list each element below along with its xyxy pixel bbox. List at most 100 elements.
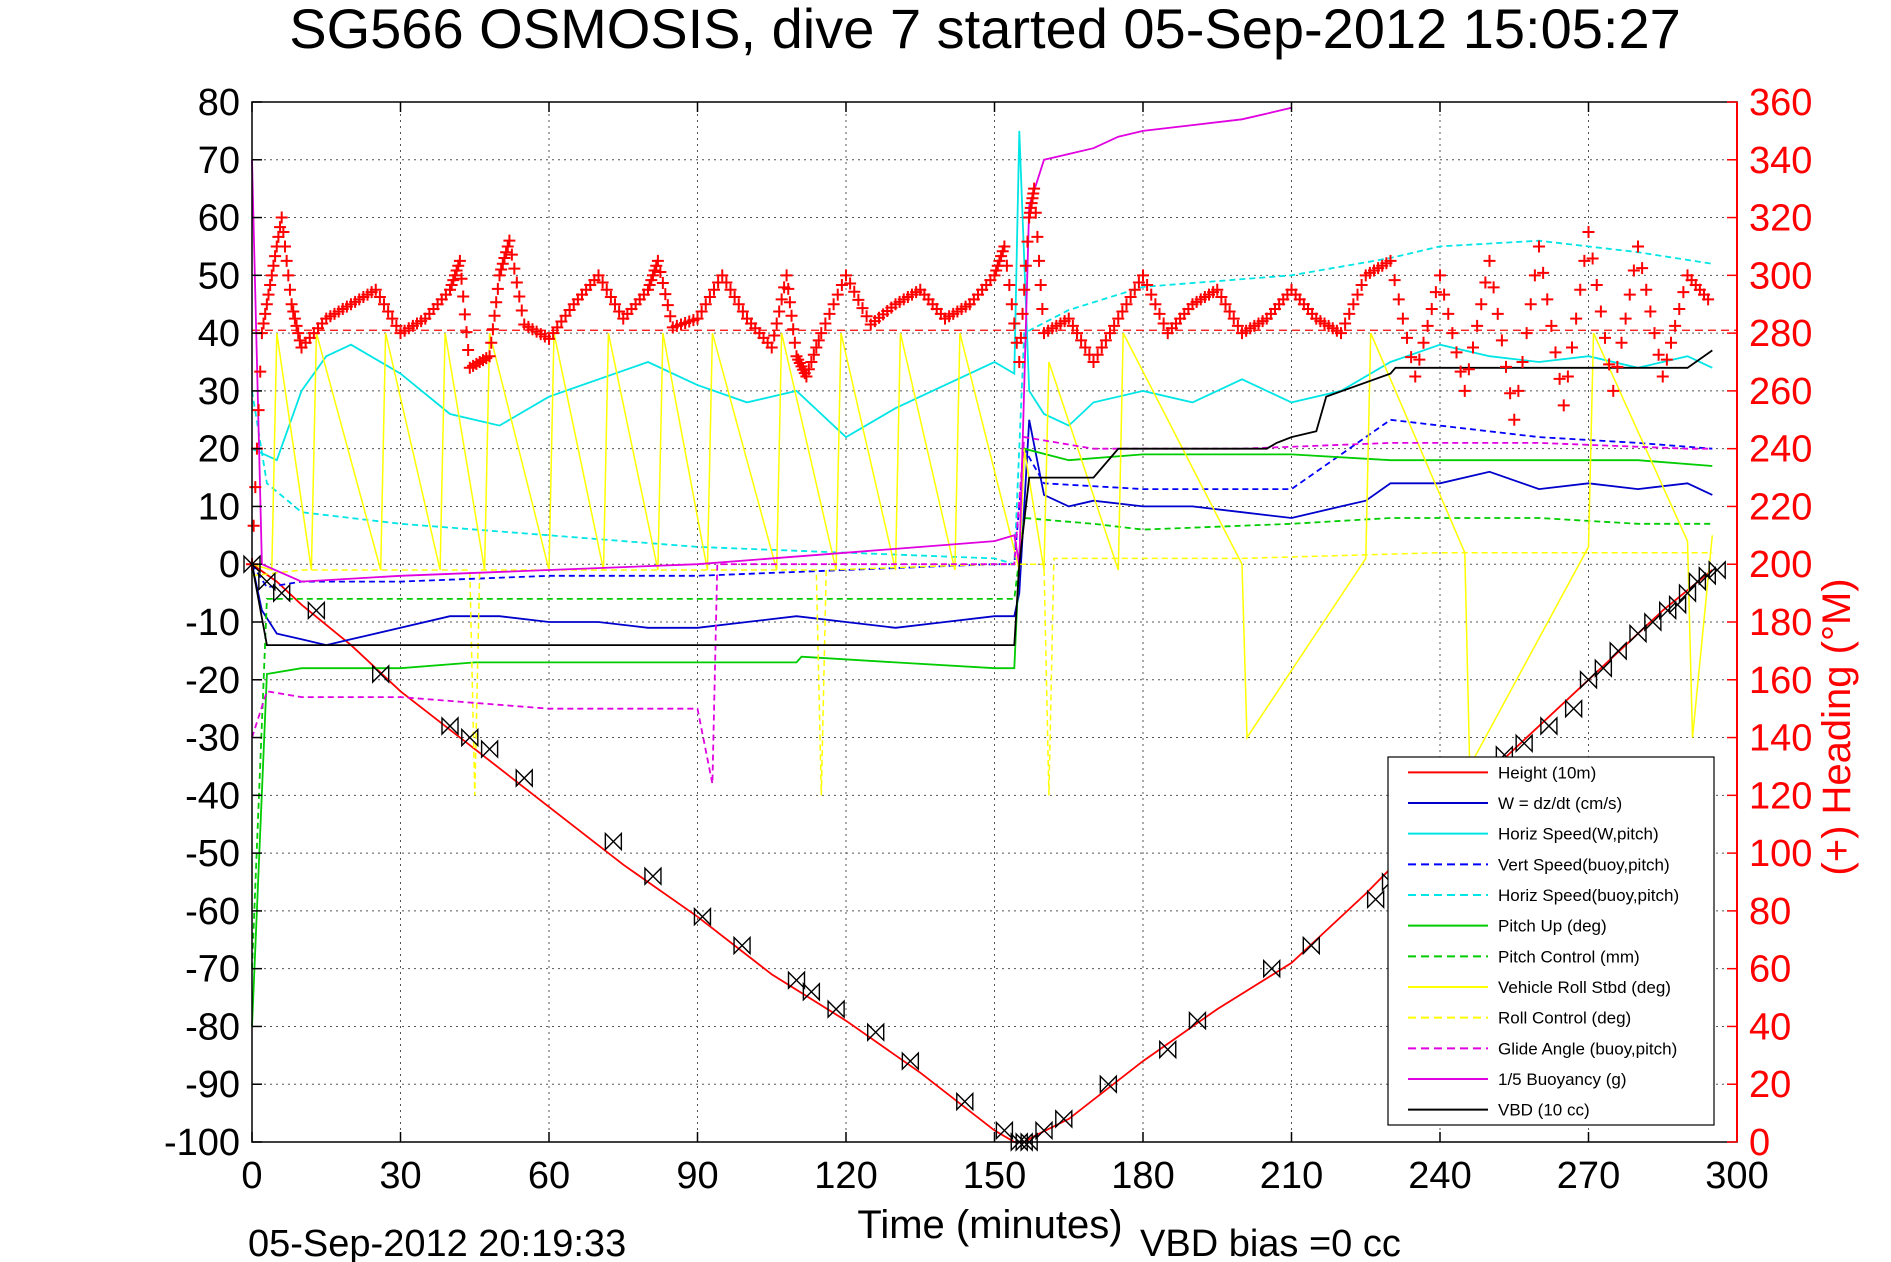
heading-point [1227, 312, 1240, 325]
heading-point [604, 291, 617, 303]
heading-point [1673, 303, 1686, 316]
y-tick-label: 0 [219, 544, 240, 586]
dive-marker [1035, 1120, 1053, 1141]
right-tick-label: 40 [1749, 1006, 1791, 1048]
heading-point [1095, 341, 1108, 354]
heading-point [252, 404, 265, 417]
plot-series [246, 106, 1737, 1143]
heading-point [1351, 288, 1364, 301]
heading-point [1421, 319, 1434, 332]
heading-point [382, 305, 395, 318]
heading-point [1574, 283, 1587, 296]
heading-point [1128, 283, 1141, 296]
series-pitch-up-deg [251, 447, 1713, 1027]
heading-point [1545, 319, 1558, 332]
heading-point [1016, 307, 1029, 320]
x-tick-label: 210 [1260, 1155, 1323, 1197]
heading-point [807, 348, 820, 361]
heading-point [1582, 226, 1595, 238]
heading-point [1003, 278, 1016, 291]
heading-point [812, 334, 825, 347]
heading-point [1648, 327, 1661, 340]
heading-point [457, 290, 470, 303]
heading-point [1108, 319, 1121, 332]
dive-marker [273, 583, 291, 603]
heading-point [1458, 384, 1471, 397]
heading-point [1636, 262, 1649, 275]
heading-point [773, 305, 786, 318]
heading-point [1566, 341, 1578, 354]
heading-point [386, 312, 399, 325]
dive-marker [1609, 641, 1627, 661]
heading-point [1607, 384, 1620, 397]
heading-point [1071, 327, 1083, 340]
heading-point [254, 365, 267, 378]
heading-point [1215, 291, 1228, 303]
heading-point [513, 290, 526, 303]
dive-marker [802, 982, 821, 1002]
heading-point [661, 299, 674, 312]
heading-point [1520, 327, 1533, 340]
heading-point [1615, 336, 1628, 349]
right-tick-label: 140 [1749, 718, 1812, 760]
heading-point [732, 298, 745, 311]
heading-point [651, 254, 664, 267]
heading-point [815, 327, 828, 340]
heading-point [1413, 353, 1426, 366]
heading-point [1656, 370, 1669, 383]
heading-point [1388, 274, 1401, 287]
heading-point [503, 234, 516, 247]
heading-point [703, 291, 716, 303]
heading-point [285, 298, 298, 311]
heading-point [1471, 319, 1484, 332]
heading-point [860, 310, 873, 323]
heading-point [848, 285, 861, 298]
heading-point [1561, 370, 1574, 383]
heading-point [460, 326, 473, 339]
heading-point [1512, 384, 1525, 397]
dive-marker [1263, 958, 1281, 979]
heading-point [609, 298, 621, 311]
heading-point [1479, 276, 1492, 289]
right-tick-label: 240 [1749, 429, 1812, 471]
heading-point [1425, 303, 1438, 316]
heading-point [1231, 319, 1244, 332]
heading-point [390, 319, 403, 332]
dive-marker [258, 571, 276, 592]
heading-point [805, 356, 818, 368]
heading-point [1008, 317, 1021, 330]
heading-point [1120, 298, 1133, 311]
heading-point [716, 269, 729, 282]
heading-point [1508, 413, 1521, 426]
heading-point [856, 302, 869, 315]
heading-point [1021, 235, 1034, 248]
heading-point [780, 269, 793, 282]
x-tick-label: 150 [963, 1155, 1026, 1197]
axes: 0 30 60 90 120 150 180 210 240 270 300807060504030… [164, 82, 1812, 1197]
heading-point [728, 291, 741, 303]
heading-point [1434, 269, 1446, 282]
heading-point [1640, 283, 1653, 296]
y-tick-label: -10 [185, 602, 240, 644]
heading-point [768, 329, 781, 342]
dive-marker [1515, 733, 1533, 754]
heading-point [810, 341, 823, 354]
heading-point [269, 250, 282, 263]
dive-marker [1668, 594, 1687, 615]
heading-point [1454, 365, 1467, 378]
legend-label: Pitch Control (mm) [1498, 947, 1640, 966]
heading-point [785, 309, 798, 322]
dive-marker [441, 716, 459, 736]
heading-point [1409, 370, 1422, 383]
dive-marker [901, 1051, 920, 1071]
right-axis-label: (+) Heading (°M) [1815, 578, 1859, 875]
legend-label: W = dz/dt (cm/s) [1498, 794, 1622, 813]
series-glide-angle-buoy-pitch [251, 436, 1713, 784]
dive-marker [480, 739, 499, 759]
heading-point [1632, 240, 1644, 253]
heading-point [736, 305, 749, 318]
legend: Height (10m) W = dz/dt (cm/s) Horiz Speed(… [1387, 756, 1715, 1126]
heading-point [1578, 254, 1591, 267]
heading-point [1075, 334, 1088, 347]
heading-point [279, 240, 291, 253]
